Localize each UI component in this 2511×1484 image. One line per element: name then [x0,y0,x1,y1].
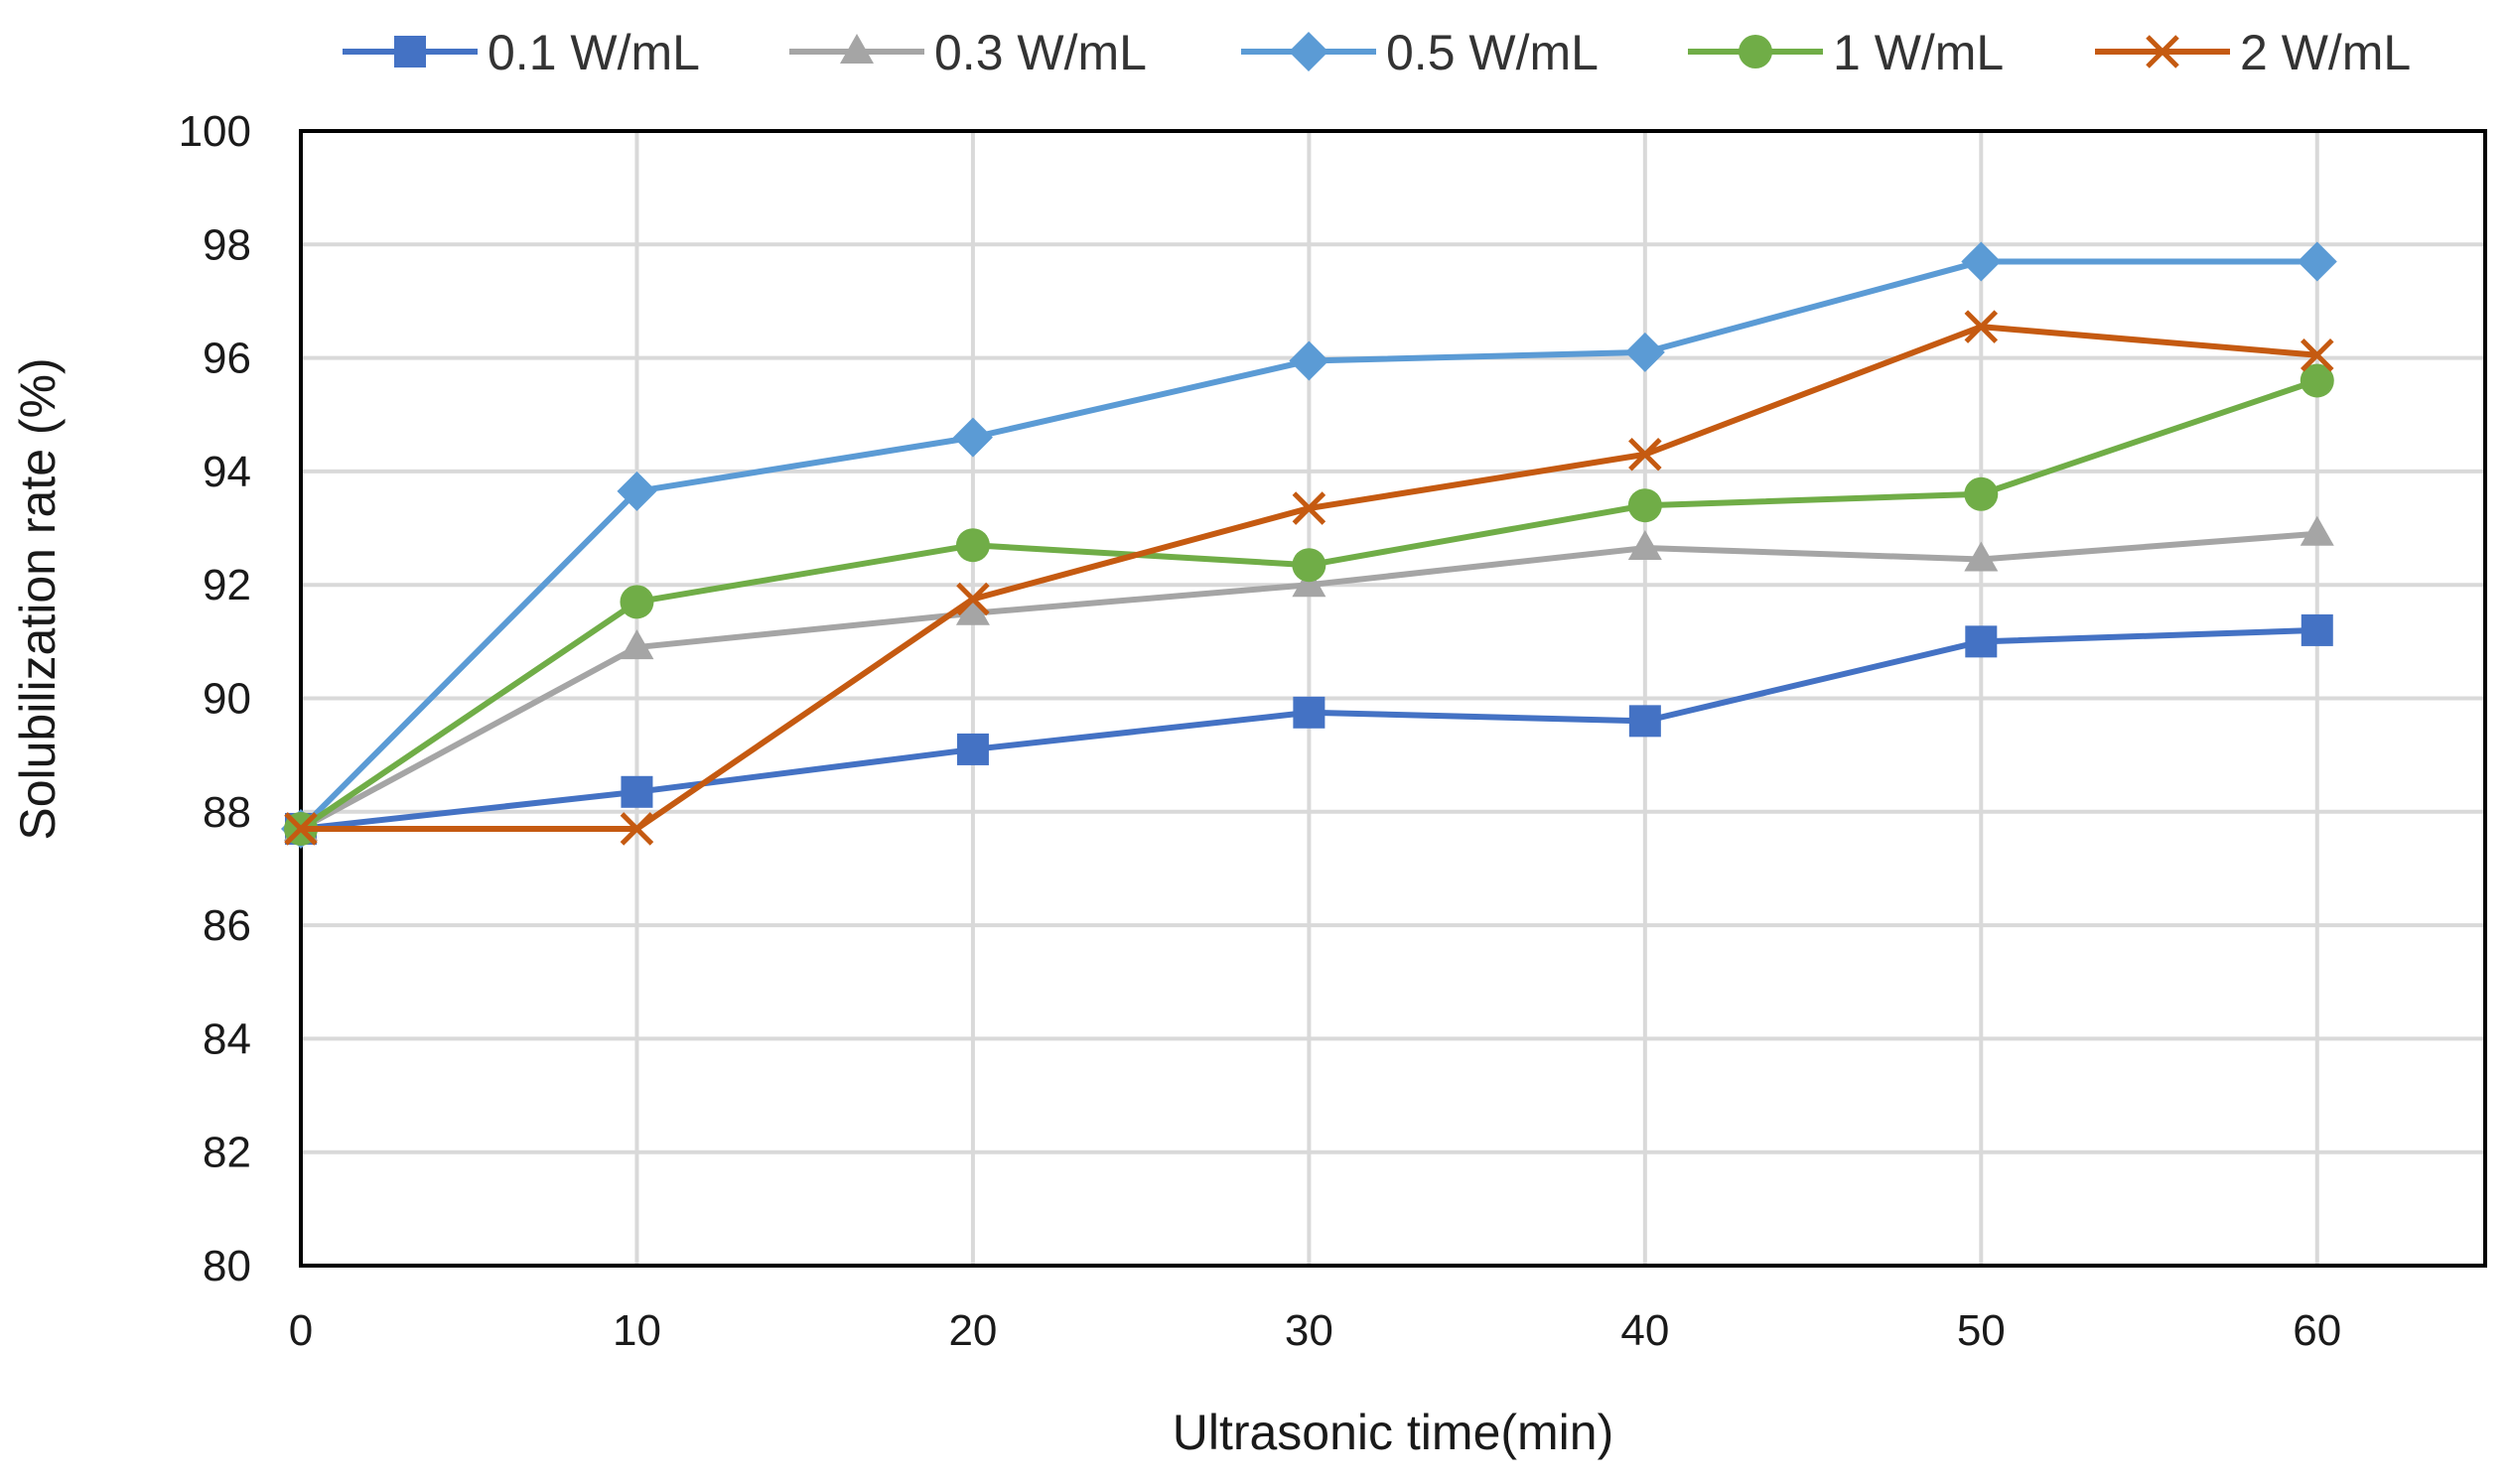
plot-area-frame [299,129,2487,1268]
legend-item-0-1-w-ml: 0.1 W/mL [343,25,700,80]
data-point-2-w-ml [2301,337,2334,372]
series-group [281,241,2337,849]
data-point-0-1-w-ml [621,775,653,808]
y-tick-label: 94 [203,448,251,496]
data-point-2-w-ml [1964,310,1999,343]
legend-label: 0.5 W/mL [1386,25,1599,80]
data-point-1-w-ml [1627,488,1662,523]
data-point-0-3-w-ml [2300,515,2334,546]
data-point-1-w-ml [955,528,990,563]
legend-label: 1 W/mL [1833,25,2004,80]
x-tick-label: 10 [613,1306,661,1355]
data-point-0-5-w-ml [1289,340,1329,381]
data-point-0-5-w-ml [617,471,657,511]
data-point-1-w-ml [2300,363,2334,398]
data-point-2-w-ml [1292,491,1326,525]
x-axis-tick-labels: 0 10 20 30 40 50 60 [289,1306,2341,1355]
legend-label: 0.1 W/mL [488,25,700,80]
x-tick-label: 60 [2293,1306,2341,1355]
data-point-0-5-w-ml [952,417,993,458]
y-tick-label: 80 [203,1242,251,1290]
data-point-0-3-w-ml [1964,541,1999,572]
data-point-2-w-ml [956,582,990,616]
gridlines [301,131,2485,1266]
y-tick-label: 90 [203,675,251,724]
x-tick-label: 20 [948,1306,997,1355]
legend-swatch-marker [1289,32,1328,71]
x-tick-label: 0 [289,1306,313,1355]
legend-item-0-3-w-ml: 0.3 W/mL [789,25,1147,80]
data-point-0-5-w-ml [1624,332,1665,372]
legend-item-1-w-ml: 1 W/mL [1688,25,2004,80]
legend-item-2-w-ml: 2 W/mL [2095,25,2411,80]
legend-swatch-marker [1739,35,1772,68]
data-point-0-3-w-ml [1292,567,1326,598]
y-axis-tick-labels: 80 82 84 86 88 90 92 94 96 98 100 [179,107,251,1290]
data-point-0-1-w-ml [2301,613,2333,646]
series-0-1-w-ml [285,613,2333,845]
x-tick-label: 40 [1620,1306,1669,1355]
legend-swatch-marker [2146,35,2179,68]
legend-item-0-5-w-ml: 0.5 W/mL [1241,25,1599,80]
y-tick-label: 88 [203,788,251,837]
y-tick-label: 100 [179,107,251,156]
x-axis-title: Ultrasonic time(min) [1173,1405,1614,1460]
legend-swatch-marker [840,34,874,64]
legend-label: 2 W/mL [2240,25,2411,80]
data-point-0-5-w-ml [2297,241,2337,282]
legend-swatch-marker [394,36,426,67]
data-point-0-1-w-ml [956,733,989,765]
data-point-1-w-ml [620,585,654,619]
y-tick-label: 86 [203,901,251,950]
y-tick-label: 96 [203,335,251,383]
data-point-0-3-w-ml [955,595,990,625]
data-point-1-w-ml [1292,548,1326,583]
series-2-w-ml [284,310,2334,846]
x-tick-label: 50 [1957,1306,2006,1355]
y-tick-label: 98 [203,220,251,269]
y-tick-label: 92 [203,561,251,609]
data-point-0-1-w-ml [1965,625,1998,658]
data-point-1-w-ml [1964,476,1999,511]
data-point-2-w-ml [620,812,654,846]
legend: 0.1 W/mL 0.3 W/mL 0.5 W/mL 1 W/mL 2 W/mL [343,25,2411,80]
legend-label: 0.3 W/mL [934,25,1147,80]
data-point-0-1-w-ml [1293,696,1325,729]
data-point-0-3-w-ml [620,629,654,660]
y-axis-title: Solubilization rate (%) [10,357,66,840]
data-point-0-1-w-ml [1628,705,1661,738]
data-point-2-w-ml [1628,437,1662,472]
data-point-0-3-w-ml [1627,530,1662,561]
data-point-0-5-w-ml [1961,241,2002,282]
x-tick-label: 30 [1285,1306,1333,1355]
y-tick-label: 84 [203,1014,251,1063]
data-point-2-w-ml [284,812,318,846]
y-tick-label: 82 [203,1129,251,1177]
